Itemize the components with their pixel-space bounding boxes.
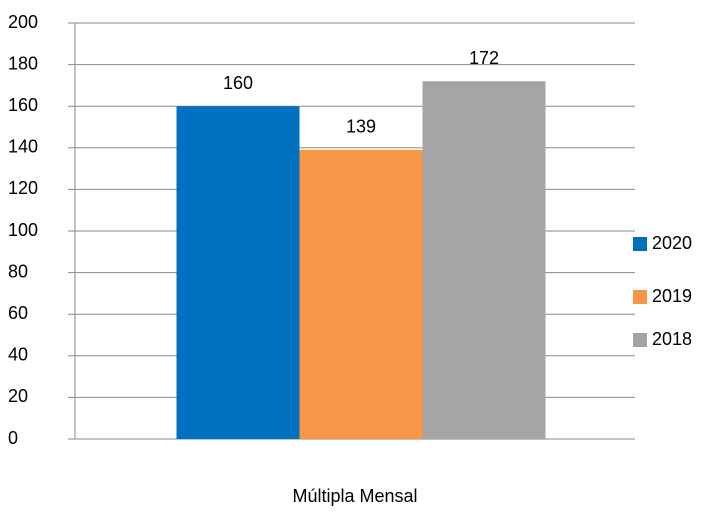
legend-label: 2019 xyxy=(652,286,692,306)
legend-label: 2020 xyxy=(652,233,692,253)
bar xyxy=(422,81,546,440)
legend-swatch xyxy=(633,290,647,304)
y-tick-label: 20 xyxy=(8,386,28,406)
y-tick-label: 180 xyxy=(8,53,38,73)
y-tick-label: 120 xyxy=(8,178,38,198)
y-tick-label: 140 xyxy=(8,137,38,157)
y-tick-label: 200 xyxy=(8,12,38,32)
y-tick-label: 160 xyxy=(8,95,38,115)
y-tick-label: 100 xyxy=(8,220,38,240)
y-tick-label: 80 xyxy=(8,261,28,281)
legend-label: 2018 xyxy=(652,329,692,349)
y-tick-label: 60 xyxy=(8,303,28,323)
x-tick-label: Múltipla Mensal xyxy=(292,486,417,506)
bar xyxy=(299,149,423,439)
legend-swatch xyxy=(633,333,647,347)
data-label: 160 xyxy=(223,73,253,93)
data-label: 139 xyxy=(346,117,376,137)
y-tick-label: 0 xyxy=(8,428,18,448)
y-tick-label: 40 xyxy=(8,345,28,365)
bar xyxy=(176,106,300,439)
data-label: 172 xyxy=(469,48,499,68)
legend-swatch xyxy=(633,237,647,251)
